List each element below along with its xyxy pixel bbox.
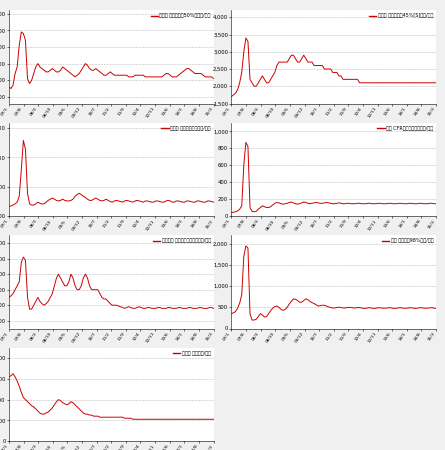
Legend: 硫酸 浙江巨化98%（元/吨）: 硫酸 浙江巨化98%（元/吨）: [381, 238, 434, 244]
Legend: 硫酸钟 新疆罗布泊50%粉（元/吨）: 硫酸钟 新疆罗布泊50%粉（元/吨）: [150, 13, 211, 19]
Legend: 硫磺 CFR中国合同价（美元/吨）: 硫磺 CFR中国合同价（美元/吨）: [377, 125, 434, 131]
Legend: 草甘蚦 浙江新安化工（元/吨）: 草甘蚦 浙江新安化工（元/吨）: [161, 125, 211, 131]
Legend: 纯吹硫 华东（元/吨）: 纯吹硫 华东（元/吨）: [173, 350, 211, 356]
Legend: 三聚氰胺 中原大化（出厂）（元/吨）: 三聚氰胺 中原大化（出厂）（元/吨）: [152, 238, 211, 244]
Legend: 复合肥 江苏瑞和牉45%[S]（元/吨）: 复合肥 江苏瑞和牉45%[S]（元/吨）: [368, 13, 434, 19]
